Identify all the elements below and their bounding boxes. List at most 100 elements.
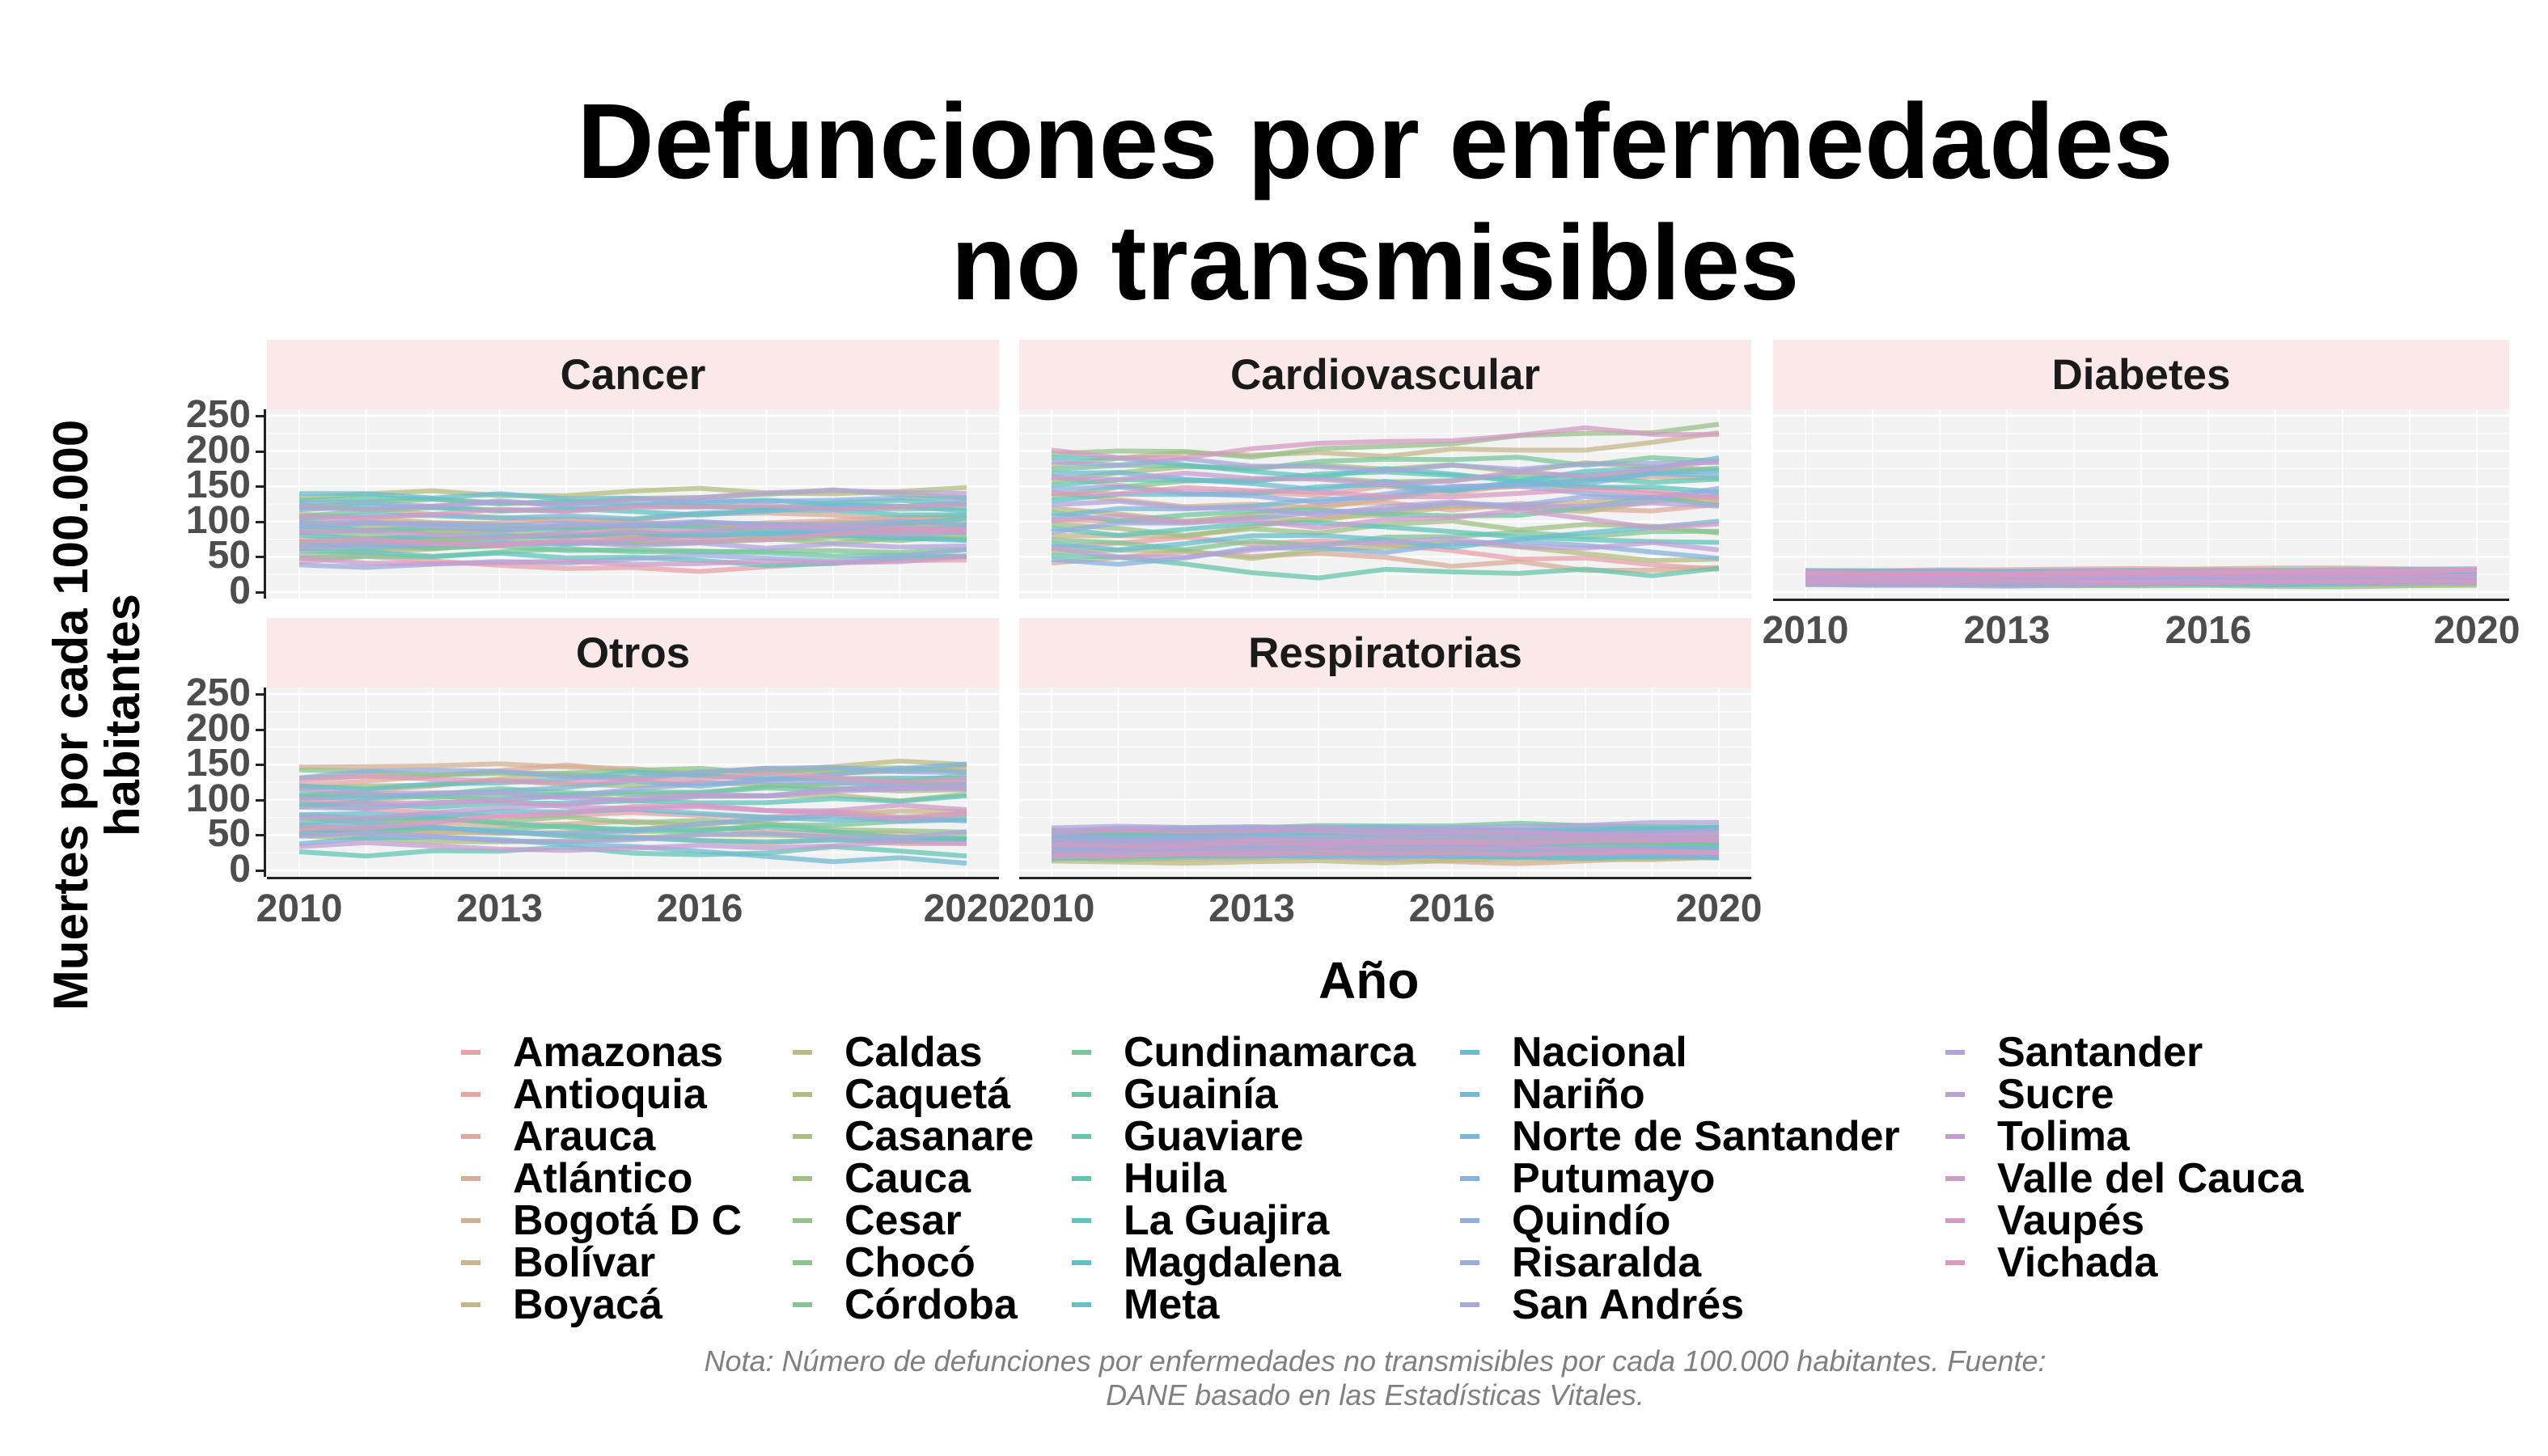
legend-swatch	[793, 1302, 812, 1307]
legend-swatch	[1460, 1134, 1479, 1139]
legend-item: Bogotá D C	[461, 1197, 742, 1244]
facet-panel-cancer	[267, 409, 999, 599]
series-line-vaupés	[298, 802, 967, 831]
legend-swatch	[1072, 1260, 1091, 1265]
legend-item: Meta	[1072, 1281, 1416, 1328]
series-line-santander	[1051, 819, 1720, 832]
legend-item: Arauca	[461, 1113, 742, 1160]
legend-label: Caquetá	[844, 1071, 1011, 1118]
x-tick-label: 2010	[1762, 609, 1849, 652]
series-line-vichada	[1805, 567, 2478, 578]
x-tick-label: 2013	[1963, 609, 2051, 652]
legend-item: Nacional	[1460, 1029, 1900, 1076]
legend-swatch	[1945, 1176, 1965, 1181]
y-tick-label: 250	[185, 393, 251, 436]
x-tick-label: 2016	[1408, 887, 1496, 930]
legend-label: Cesar	[844, 1197, 962, 1244]
y-axis-line	[264, 409, 266, 599]
legend-label: Norte de Santander	[1512, 1113, 1900, 1160]
legend-label: Cundinamarca	[1124, 1029, 1416, 1076]
legend-swatch	[1945, 1134, 1965, 1139]
series-line-valle-del-cauca	[298, 553, 967, 567]
legend-label: Santander	[1997, 1029, 2203, 1076]
y-tick-mark	[256, 485, 264, 489]
y-axis-label-line-2: habitantes	[95, 593, 150, 837]
legend-label: Antioquia	[513, 1071, 707, 1118]
legend-label: Vaupés	[1997, 1197, 2145, 1244]
legend-item: Caquetá	[793, 1071, 1034, 1118]
legend-item: Chocó	[793, 1239, 1034, 1286]
series-line-tolima	[298, 839, 967, 853]
series-line-vaupés	[1805, 578, 2478, 586]
legend-swatch	[1072, 1176, 1091, 1181]
y-tick-mark	[256, 764, 264, 767]
legend-swatch	[461, 1134, 480, 1139]
legend-item: Casanare	[793, 1113, 1035, 1160]
facet-strip-cancer: Cancer	[267, 340, 999, 411]
y-tick-mark	[256, 728, 264, 731]
legend-item: Norte de Santander	[1460, 1113, 1900, 1160]
x-tick-label: 2020	[1675, 887, 1763, 930]
series-line-valle-del-cauca	[1051, 827, 1720, 838]
legend-item: Guainía	[1072, 1071, 1416, 1118]
legend-column: Cundinamarca Guainía Guaviare Huila La Guaji…	[1072, 1029, 1416, 1328]
legend-label: Córdoba	[844, 1281, 1018, 1328]
legend-swatch	[461, 1260, 480, 1265]
facet-panel-diabetes	[1773, 409, 2509, 599]
series-line-sucre	[298, 488, 967, 512]
series-line-santander	[1051, 498, 1720, 518]
legend-label: Arauca	[513, 1113, 656, 1160]
facet-plot-otros	[267, 688, 999, 877]
facet-panel-cardiovascular	[1019, 409, 1751, 599]
series-line-vichada	[298, 527, 967, 548]
y-tick-mark	[256, 798, 264, 802]
y-tick-label: 0	[229, 848, 251, 891]
series-line-vichada	[298, 770, 967, 785]
legend-swatch	[1072, 1218, 1091, 1223]
series-line-tolima	[1051, 458, 1720, 487]
y-tick-label: 0	[229, 569, 251, 612]
facet-strip-diabetes: Diabetes	[1773, 340, 2509, 411]
series-line-sucre	[1051, 535, 1720, 560]
legend-column: Caldas Caquetá Casanare Cauca Cesar Chocó Córd…	[793, 1029, 1035, 1328]
legend-label: Putumayo	[1512, 1155, 1716, 1202]
y-axis-label: Muertes por cada 100.000 habitantes	[44, 343, 150, 1087]
legend-swatch	[1460, 1218, 1479, 1223]
series-line-san-andrés	[1051, 456, 1720, 474]
legend-item: Risaralda	[1460, 1239, 1900, 1286]
legend-label: Caldas	[844, 1029, 983, 1076]
y-tick-mark	[256, 520, 264, 523]
y-tick-label: 50	[207, 534, 251, 578]
legend-swatch	[461, 1176, 480, 1181]
legend-swatch	[1072, 1050, 1091, 1055]
facet-strip-otros: Otros	[267, 618, 999, 689]
x-tick-label: 2020	[923, 887, 1010, 930]
facet-strip-respiratorias: Respiratorias	[1019, 618, 1751, 689]
y-tick-label: 150	[185, 742, 251, 785]
legend-label: Cauca	[844, 1155, 971, 1202]
x-tick-label: 2016	[2165, 609, 2252, 652]
legend-swatch	[461, 1050, 480, 1055]
series-line-vichada	[1051, 849, 1720, 860]
series-line-sucre	[298, 785, 967, 821]
legend-label: Sucre	[1997, 1071, 2114, 1118]
legend-swatch	[1460, 1050, 1479, 1055]
legend-label: Tolima	[1997, 1113, 2130, 1160]
legend-item: Atlántico	[461, 1155, 742, 1202]
legend-column: Nacional Nariño Norte de Santander Putumayo…	[1460, 1029, 1900, 1328]
y-axis-label-line-1: Muertes por cada 100.000	[44, 419, 98, 1011]
legend-item: Vaupés	[1945, 1197, 2304, 1244]
legend-label: Bolívar	[513, 1239, 656, 1286]
legend-item: San Andrés	[1460, 1281, 1900, 1328]
x-axis-label: Año	[1318, 951, 1420, 1009]
legend-swatch	[1945, 1218, 1965, 1223]
legend-label: Amazonas	[513, 1029, 724, 1076]
series-line-cesar	[1051, 421, 1720, 460]
series-line-tolima	[1052, 845, 1720, 856]
legend-column: Santander Sucre Tolima Valle del Cauca Vaupé…	[1945, 1029, 2304, 1286]
legend-label: Atlántico	[513, 1155, 693, 1202]
legend-label: Casanare	[844, 1113, 1035, 1160]
legend-item: Cesar	[793, 1197, 1034, 1244]
series-line-sucre	[1051, 835, 1720, 844]
chart-title: Defunciones por enfermedades no transmis…	[0, 81, 2548, 324]
